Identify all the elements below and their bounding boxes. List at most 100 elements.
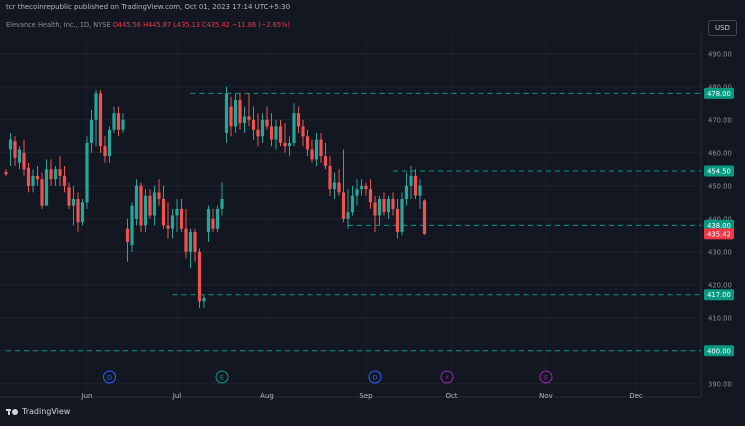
candle-body [274, 126, 278, 140]
candle-body [112, 113, 116, 130]
symbol-name: Elevance Health, Inc., 1D, NYSE [6, 21, 111, 29]
tradingview-logo-icon [6, 407, 18, 416]
candle-body [17, 149, 22, 163]
candle-body [386, 199, 391, 213]
candle-body [170, 215, 175, 229]
candle-body [220, 199, 224, 209]
split-event-label: ⚡ [445, 373, 450, 381]
candle-body [395, 208, 400, 232]
candle-body [76, 199, 80, 223]
candle-body [404, 185, 409, 199]
candle-body [184, 228, 188, 252]
candle-body [22, 152, 26, 170]
last-price-label: 435.42 [707, 230, 731, 238]
candle-body [152, 192, 157, 216]
candle-body [197, 251, 202, 302]
split-event-icon [440, 370, 454, 384]
candle-body [323, 156, 328, 166]
candle-body [121, 119, 125, 130]
candle-body [35, 175, 40, 180]
brand-label: TradingView [22, 407, 71, 416]
candle-body [89, 119, 94, 143]
candle-body [341, 192, 346, 219]
candle-body [260, 119, 265, 137]
x-tick-label: Sep [359, 392, 373, 400]
currency-button[interactable]: USD [708, 20, 737, 36]
y-tick-label: 490.00 [708, 50, 732, 58]
x-tick-label: Aug [260, 392, 274, 400]
candle-body [98, 93, 103, 147]
level-tag-label: 400.00 [707, 347, 731, 355]
candle-body [269, 126, 274, 140]
candle-body [40, 179, 44, 206]
y-tick-label: 450.00 [708, 182, 732, 190]
y-tick-label: 410.00 [708, 314, 732, 322]
candle-body [4, 171, 8, 175]
candle-body [206, 208, 211, 232]
candle-body [238, 100, 242, 124]
candle-body [134, 185, 139, 219]
x-tick-label: Jul [172, 392, 182, 400]
candle-body [292, 113, 296, 143]
candle-body [143, 195, 148, 226]
x-tick-label: Jun [81, 392, 93, 400]
candle-body [211, 218, 215, 229]
candle-body [103, 146, 107, 157]
candle-body [301, 126, 305, 137]
level-tag [704, 165, 734, 177]
candle-body [71, 199, 76, 206]
candle-body [107, 129, 112, 157]
candle-body [49, 169, 53, 180]
candle-body [161, 199, 166, 226]
publisher-line: tcr thecoinrepublic published on Trading… [6, 3, 291, 11]
last-price-tag [704, 228, 734, 240]
candle-body [130, 205, 134, 246]
candle-body [58, 169, 62, 176]
candle-body [265, 119, 269, 127]
candle-body [31, 175, 35, 186]
earnings-event-label: E [220, 373, 224, 381]
x-tick-label: Nov [539, 392, 553, 400]
candle-body [179, 208, 184, 229]
candle-body [278, 126, 283, 143]
level-tag-label: 454.50 [707, 167, 731, 175]
candle-body [224, 93, 229, 133]
candle-body [157, 192, 161, 199]
dividend-event-icon [103, 370, 116, 384]
level-tag-label: 438.00 [707, 222, 731, 230]
level-tag-label: 417.00 [707, 291, 731, 299]
symbol-legend: Elevance Health, Inc., 1D, NYSE O445.56 … [6, 21, 290, 29]
candle-body [202, 298, 206, 302]
candle-body [229, 106, 233, 127]
x-tick-label: Oct [445, 392, 457, 400]
candle-body [377, 199, 382, 216]
candle-body [175, 208, 179, 216]
candle-body [125, 228, 130, 242]
candle-body [251, 119, 256, 130]
level-tag [704, 289, 734, 301]
candle-body [188, 232, 193, 252]
candle-body [53, 169, 58, 180]
candle-body [139, 185, 143, 226]
candle-body [62, 175, 67, 186]
candle-body [364, 185, 368, 190]
candle-body [166, 225, 170, 229]
ohlc-values: O445.56 H445.87 L435.13 C435.42 −11.86 (… [112, 21, 290, 29]
candle-body [418, 185, 422, 196]
candle-body [44, 169, 49, 206]
candle-body [368, 189, 373, 203]
candle-body [310, 149, 314, 160]
candle-body [413, 175, 418, 196]
candle-body [80, 202, 85, 223]
level-tag [704, 345, 734, 357]
y-tick-label: 480.00 [708, 83, 732, 91]
candle-body [382, 199, 386, 213]
level-tag-label: 478.00 [707, 90, 731, 98]
candle-body [215, 208, 220, 229]
candle-body [287, 142, 292, 147]
tradingview-brand: TradingView [6, 407, 70, 416]
candle-body [283, 142, 287, 147]
x-tick-label: Dec [629, 392, 643, 400]
